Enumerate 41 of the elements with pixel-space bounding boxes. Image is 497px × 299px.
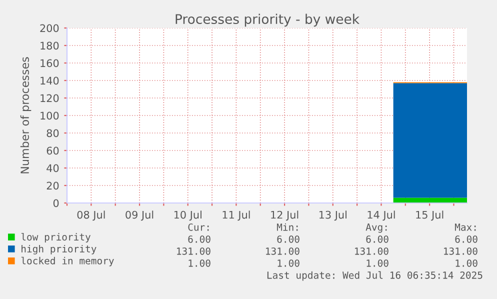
x-tick-label: 15 Jul	[416, 210, 444, 221]
text: 131.00	[355, 247, 388, 255]
text: 131.00	[177, 247, 210, 255]
x-tick-label: 08 Jul	[77, 210, 105, 221]
text: 6.00	[188, 235, 210, 243]
y-tick-label: 40	[46, 164, 59, 172]
text: Max:	[454, 224, 476, 231]
text: 131.00	[266, 247, 300, 255]
y-tick-label: 0	[53, 199, 59, 208]
y-tick-label: 80	[46, 129, 59, 138]
x-tick-label: 09 Jul	[126, 210, 154, 221]
chart-title: Processes priority - by week	[176, 14, 360, 27]
text: 6.00	[455, 235, 478, 243]
text: Last update: Wed Jul 16 06:35:14 2025	[267, 271, 482, 281]
x-tick-label: 14 Jul	[368, 210, 395, 221]
y-tick-label: 100	[40, 112, 59, 120]
y-tick-label: 20	[46, 182, 59, 190]
text: Min:	[276, 223, 298, 231]
y-tick-label: 120	[40, 94, 59, 102]
x-tick-label: 13 Jul	[319, 210, 346, 221]
y-tick-label: 200	[40, 24, 59, 32]
text: Avg:	[366, 224, 387, 233]
legend-label: locked in memory	[21, 256, 114, 266]
text: 1.00	[188, 259, 210, 267]
y-axis-title: Number of processes	[20, 57, 32, 174]
text: 131.00	[444, 247, 478, 255]
x-tick-label: 11 Jul	[222, 210, 250, 221]
x-tick-label: 12 Jul	[271, 210, 298, 221]
text: 1.00	[366, 259, 388, 267]
y-tick-label: 60	[46, 146, 59, 155]
legend-label: low priority	[21, 233, 90, 242]
text: 1.00	[456, 259, 478, 267]
legend-label: high priority	[22, 244, 96, 254]
text: 1.00	[278, 259, 300, 267]
y-tick-label: 140	[40, 76, 59, 85]
x-tick-label: 10 Jul	[174, 210, 202, 221]
text: Cur:	[188, 223, 209, 231]
y-tick-label: 160	[40, 59, 59, 68]
y-tick-label: 180	[40, 42, 59, 50]
text: 6.00	[277, 235, 300, 243]
text: 6.00	[366, 235, 388, 243]
